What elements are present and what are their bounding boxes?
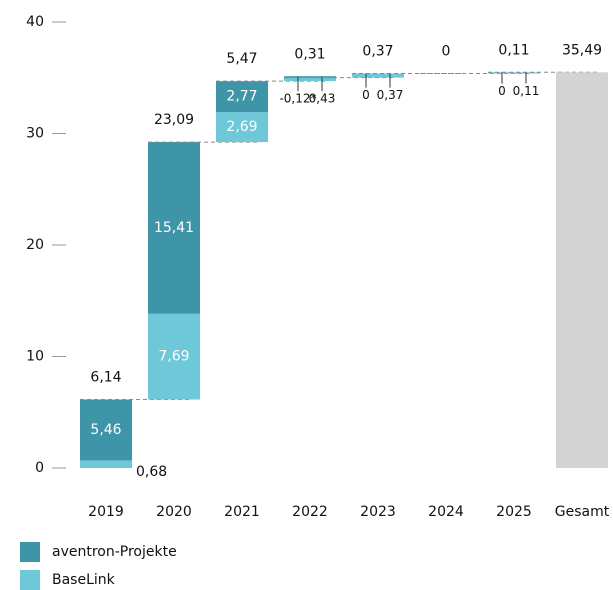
y-tick-label: 40: [26, 14, 44, 30]
bar-segment: [284, 76, 336, 78]
bar-segment: [148, 141, 200, 314]
value-label: 0,37: [377, 88, 404, 102]
bar-segment: [488, 72, 540, 74]
x-tick-label: 2023: [360, 504, 396, 520]
legend-label: aventron-Projekte: [52, 544, 177, 560]
x-tick-label: 2025: [496, 504, 532, 520]
value-label: 0: [498, 84, 506, 98]
bar-segment: [352, 73, 404, 78]
x-tick-label: 2022: [292, 504, 328, 520]
value-label: 2,77: [226, 89, 257, 105]
x-tick-label: 2024: [428, 504, 464, 520]
x-tick-label: 2020: [156, 504, 192, 520]
y-tick-label: 0: [35, 460, 44, 476]
total-label: 6,14: [90, 370, 121, 386]
x-tick-label: 2019: [88, 504, 124, 520]
legend-swatch: [20, 570, 40, 590]
value-label: 0: [362, 88, 370, 102]
value-label: 0,11: [513, 84, 540, 98]
total-label: 5,47: [226, 51, 257, 67]
y-tick-label: 20: [26, 237, 44, 253]
y-tick-label: 30: [26, 126, 44, 142]
bar-segment: [216, 112, 268, 143]
total-label: 35,49: [562, 42, 602, 58]
total-bar: [556, 72, 608, 468]
value-label: -0,12*: [279, 92, 316, 106]
value-label: 0,68: [136, 464, 167, 480]
value-label: 7,69: [158, 349, 189, 365]
value-label: 0,43: [309, 92, 336, 106]
total-label: 0,11: [498, 42, 529, 58]
total-label: 0: [442, 44, 451, 60]
x-tick-label: 2021: [224, 504, 260, 520]
y-tick-label: 10: [26, 349, 44, 365]
total-label: 23,09: [154, 112, 194, 128]
legend-label: BaseLink: [52, 572, 116, 588]
value-label: 2,69: [226, 119, 257, 135]
total-label: 0,37: [362, 44, 393, 60]
bar-segment: [148, 313, 200, 400]
bar-segment: [80, 460, 132, 468]
bar-segment: [80, 399, 132, 461]
total-label: 0,31: [294, 46, 325, 62]
value-label: 5,46: [90, 422, 121, 438]
x-tick-label: Gesamt: [555, 504, 610, 520]
legend-swatch: [20, 542, 40, 562]
value-label: 15,41: [154, 220, 194, 236]
bar-segment: [216, 81, 268, 113]
bar-segment: [284, 76, 336, 82]
